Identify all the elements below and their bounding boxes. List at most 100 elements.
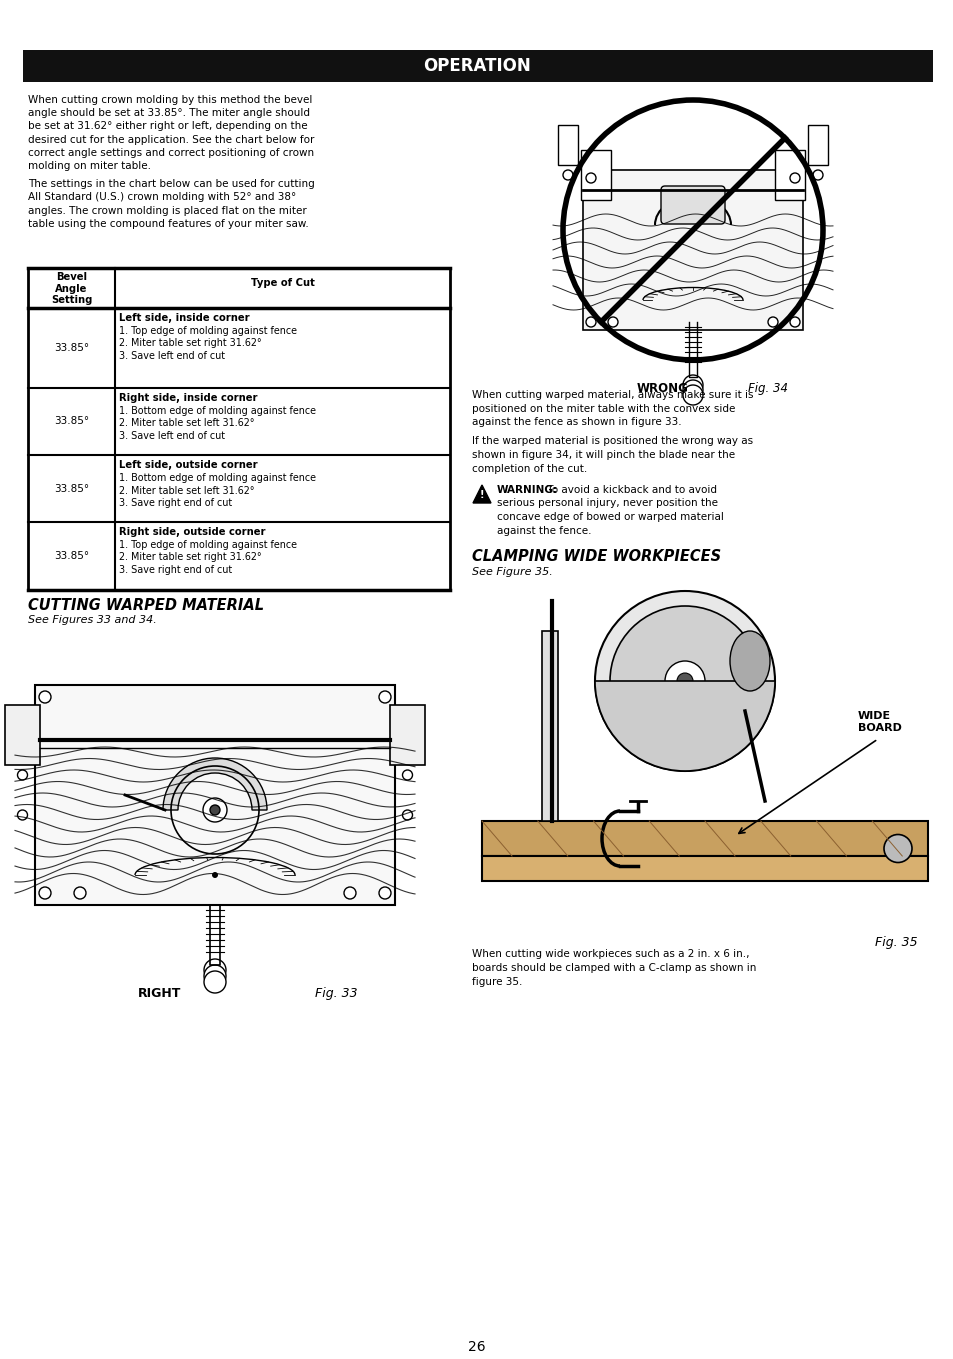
Text: 1. Bottom edge of molding against fence: 1. Bottom edge of molding against fence [119, 406, 315, 416]
Circle shape [17, 771, 28, 780]
Text: When cutting warped material, always make sure it is: When cutting warped material, always mak… [472, 390, 753, 400]
Text: WARNING:: WARNING: [497, 485, 558, 495]
Circle shape [17, 810, 28, 819]
Circle shape [378, 887, 391, 900]
Circle shape [562, 170, 573, 179]
Text: Right side, inside corner: Right side, inside corner [119, 393, 257, 404]
Text: molding on miter table.: molding on miter table. [28, 160, 151, 171]
Text: The settings in the chart below can be used for cutting: The settings in the chart below can be u… [28, 179, 314, 189]
Text: figure 35.: figure 35. [472, 977, 522, 987]
Circle shape [789, 173, 800, 183]
Text: be set at 31.62° either right or left, depending on the: be set at 31.62° either right or left, d… [28, 121, 307, 132]
Text: OPERATION: OPERATION [423, 57, 530, 75]
Bar [481, 856, 927, 881]
Text: When cutting crown molding by this method the bevel: When cutting crown molding by this metho… [28, 95, 312, 105]
Text: concave edge of bowed or warped material: concave edge of bowed or warped material [497, 512, 723, 522]
Circle shape [767, 317, 778, 328]
Circle shape [682, 385, 702, 405]
Circle shape [585, 173, 596, 183]
Circle shape [682, 381, 702, 400]
Text: 1. Top edge of molding against fence: 1. Top edge of molding against fence [119, 326, 296, 336]
Text: To avoid a kickback and to avoid: To avoid a kickback and to avoid [543, 485, 717, 495]
Text: CLAMPING WIDE WORKPIECES: CLAMPING WIDE WORKPIECES [472, 549, 720, 564]
Text: 33.85°: 33.85° [54, 550, 89, 561]
Bar [558, 125, 578, 164]
Text: All Standard (U.S.) crown molding with 52° and 38°: All Standard (U.S.) crown molding with 5… [28, 193, 296, 202]
Text: Fig. 33: Fig. 33 [314, 987, 357, 1000]
Circle shape [210, 805, 220, 815]
Text: Type of Cut: Type of Cut [251, 279, 314, 288]
Circle shape [203, 798, 227, 822]
Circle shape [204, 970, 226, 993]
Bar [580, 149, 610, 200]
Text: Bevel
Angle
Setting: Bevel Angle Setting [51, 272, 92, 306]
FancyBboxPatch shape [660, 186, 724, 224]
Text: When cutting wide workpieces such as a 2 in. x 6 in.,: When cutting wide workpieces such as a 2… [472, 949, 749, 959]
Text: against the fence as shown in figure 33.: against the fence as shown in figure 33. [472, 417, 680, 427]
Bar [390, 705, 424, 765]
Circle shape [39, 887, 51, 900]
Bar [23, 50, 932, 82]
Text: 33.85°: 33.85° [54, 342, 89, 353]
Text: completion of the cut.: completion of the cut. [472, 463, 587, 473]
Text: boards should be clamped with a C-clamp as shown in: boards should be clamped with a C-clamp … [472, 964, 756, 973]
Text: 3. Save left end of cut: 3. Save left end of cut [119, 431, 225, 442]
Text: angles. The crown molding is placed flat on the miter: angles. The crown molding is placed flat… [28, 205, 307, 216]
Circle shape [39, 690, 51, 703]
Text: shown in figure 34, it will pinch the blade near the: shown in figure 34, it will pinch the bl… [472, 450, 735, 459]
Circle shape [812, 170, 822, 179]
Circle shape [402, 771, 412, 780]
Text: See Figures 33 and 34.: See Figures 33 and 34. [28, 616, 156, 625]
Text: angle should be set at 33.85°. The miter angle should: angle should be set at 33.85°. The miter… [28, 109, 310, 118]
Text: 2. Miter table set right 31.62°: 2. Miter table set right 31.62° [119, 553, 261, 563]
Polygon shape [473, 485, 491, 503]
Text: Fig. 34: Fig. 34 [747, 382, 787, 395]
Text: Right side, outside corner: Right side, outside corner [119, 527, 265, 537]
Bar [5, 705, 40, 765]
Bar [481, 821, 927, 856]
Text: CUTTING WARPED MATERIAL: CUTTING WARPED MATERIAL [28, 598, 264, 613]
Text: desired cut for the application. See the chart below for: desired cut for the application. See the… [28, 135, 314, 144]
Bar [807, 125, 827, 164]
Text: 2. Miter table set left 31.62°: 2. Miter table set left 31.62° [119, 419, 254, 428]
Text: See Figure 35.: See Figure 35. [472, 567, 552, 578]
Text: RIGHT: RIGHT [138, 987, 181, 1000]
Bar [582, 170, 802, 330]
Circle shape [212, 872, 218, 878]
Text: 2. Miter table set right 31.62°: 2. Miter table set right 31.62° [119, 338, 261, 348]
Circle shape [204, 965, 226, 987]
Bar [541, 631, 558, 821]
Text: 3. Save left end of cut: 3. Save left end of cut [119, 351, 225, 361]
Text: !: ! [479, 489, 484, 500]
Circle shape [378, 690, 391, 703]
Text: WIDE
BOARD: WIDE BOARD [857, 711, 901, 733]
Text: 1. Top edge of molding against fence: 1. Top edge of molding against fence [119, 540, 296, 550]
Circle shape [595, 591, 774, 771]
Bar [774, 149, 804, 200]
Text: 33.85°: 33.85° [54, 484, 89, 493]
Circle shape [682, 375, 702, 395]
Text: positioned on the miter table with the convex side: positioned on the miter table with the c… [472, 404, 735, 413]
Circle shape [677, 673, 692, 689]
Text: correct angle settings and correct positioning of crown: correct angle settings and correct posit… [28, 148, 314, 158]
Text: WRONG: WRONG [637, 382, 688, 395]
Ellipse shape [729, 631, 769, 690]
Wedge shape [595, 681, 774, 771]
Circle shape [609, 606, 760, 756]
Text: serious personal injury, never position the: serious personal injury, never position … [497, 499, 718, 508]
Text: Left side, outside corner: Left side, outside corner [119, 459, 257, 470]
Wedge shape [163, 758, 267, 810]
Text: 3. Save right end of cut: 3. Save right end of cut [119, 565, 232, 575]
Circle shape [204, 959, 226, 981]
Text: 33.85°: 33.85° [54, 416, 89, 427]
Circle shape [585, 317, 596, 328]
Text: 2. Miter table set left 31.62°: 2. Miter table set left 31.62° [119, 485, 254, 496]
Circle shape [344, 887, 355, 900]
Text: against the fence.: against the fence. [497, 526, 591, 535]
Bar [35, 685, 395, 905]
Text: Fig. 35: Fig. 35 [875, 936, 917, 949]
Text: If the warped material is positioned the wrong way as: If the warped material is positioned the… [472, 436, 752, 447]
Circle shape [883, 834, 911, 863]
Text: Left side, inside corner: Left side, inside corner [119, 313, 250, 323]
Text: 3. Save right end of cut: 3. Save right end of cut [119, 497, 232, 508]
